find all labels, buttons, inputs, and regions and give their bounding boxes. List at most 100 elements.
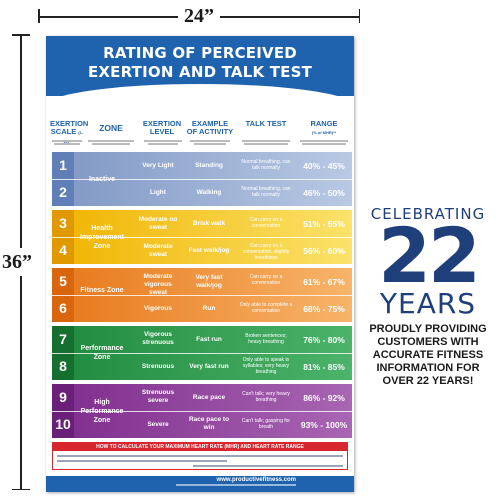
height-label: 36” [2,248,32,276]
range-3: 51% - 55% [303,219,345,229]
promo-block: CELEBRATING 22 YEARS PROUDLY PROVIDING C… [362,205,494,388]
level-1: Very Light [142,162,174,169]
col-head-talk: TALK TEST [245,119,287,128]
activity-8: Very fast run [189,363,229,370]
talk-4: Can carry on a conversation, slightly br… [242,243,290,261]
activity-4: Fast walk/jog [188,247,230,254]
poster-footer: www.productivefitness.com [46,476,354,492]
band-high-divider [52,411,352,412]
width-dimension: 24” [38,5,360,27]
range-1: 40% - 45% [303,161,345,171]
band-high-performance: 9 10 High Performance Zone Strenuous sev… [52,384,352,438]
activity-2: Walking [196,189,222,196]
talk-3: Can carry on a conversation [249,217,283,229]
level-7: Vigorous strenuous [142,331,174,346]
promo-message: PROUDLY PROVIDING CUSTOMERS WITH ACCURAT… [369,323,487,387]
promo-years: YEARS [379,287,477,320]
col-head-activity: EXAMPLE OF ACTIVITY [186,119,234,136]
range-2: 46% - 50% [303,188,345,198]
talk-1: Normal breathing, can talk normally [241,159,291,171]
hr-text-line-3 [193,465,343,467]
col-head-level: EXERTION LEVEL [142,119,182,136]
zone-performance: Performance Zone [80,345,124,361]
band-inactive: 1 2 Inactive Very Light Light Standing W… [52,152,352,206]
poster-title-line2: EXERTION AND TALK TEST [87,63,313,81]
level-4: Moderate sweat [143,243,173,258]
col-sub-scale [50,139,84,146]
level-6: Vigorous [143,305,173,312]
poster: RATING OF PERCEIVED EXERTION AND TALK TE… [46,36,354,492]
col-head-range: RANGE (% of MHR)** [296,120,352,137]
scale-10: 10 [55,416,71,432]
width-label: 24” [178,5,220,27]
range-6: 68% - 75% [303,304,345,314]
level-5: Moderate vigorous sweat [143,273,173,296]
level-2: Light [150,189,166,196]
col-sub-talk [240,139,292,146]
col-head-zone: ZONE [99,123,123,133]
range-10: 93% - 100% [300,420,348,430]
activity-9: Race pace [192,394,226,401]
band-performance-divider [52,353,352,354]
talk-7: Broken sentences; heavy breathing [245,333,287,345]
zone-inactive: Inactive [88,176,116,183]
promo-number: 22 [378,211,481,300]
scale-9: 9 [59,389,67,405]
band-health-divider [52,237,352,238]
range-9: 86% - 92% [303,393,345,403]
scale-8: 8 [59,358,67,374]
scale-1: 1 [59,157,67,173]
poster-header [46,36,354,106]
zone-high-performance: High Performance Zone [80,399,124,424]
zone-health: Health Improvement Zone [80,225,124,250]
col-head-range-note: (% of MHR)** [311,130,337,135]
hr-text-line-2 [57,460,227,462]
scale-4: 4 [59,242,67,258]
hr-calculation-box: HOW TO CALCULATE YOUR MAXIMUM HEART RATE… [52,442,348,470]
hr-title: HOW TO CALCULATE YOUR MAXIMUM HEART RATE… [53,443,347,451]
level-8: Strenuous [141,363,175,370]
height-dimension: 36” [2,34,34,490]
activity-6: Run [202,305,216,312]
activity-3: Brisk walk [192,220,226,227]
activity-10: Race pace to win [188,416,230,431]
width-tick-right [358,9,360,23]
col-sub-level [142,139,184,146]
scale-5: 5 [59,273,67,289]
level-3: Moderate no sweat [138,216,178,231]
talk-6: Only able to complete a conversation [239,302,293,314]
talk-2: Normal breathing, can talk normally [241,186,291,198]
activity-7: Fast run [196,336,222,343]
talk-5: Can carry on a conversation [249,274,283,286]
talk-8: Only able to speak in syllables; very he… [242,357,290,375]
height-tick-top [12,34,30,36]
scale-7: 7 [59,331,67,347]
col-head-range-label: RANGE [310,119,338,128]
zone-fitness: Fitness Zone [80,287,124,294]
poster-title-line1: RATING OF PERCEIVED [103,44,297,62]
range-4: 56% - 60% [303,246,345,256]
col-sub-range [298,139,350,146]
hr-text-line-1 [57,455,343,457]
width-tick-left [38,9,40,23]
footer-url: www.productivefitness.com [216,477,296,483]
scale-3: 3 [59,215,67,231]
band-fitness-divider [52,295,352,296]
range-7: 76% - 80% [303,335,345,345]
range-5: 61% - 67% [303,277,345,287]
band-inactive-divider [52,179,352,180]
col-sub-activity [188,139,232,146]
scale-2: 2 [59,184,67,200]
band-health: 3 4 Health Improvement Zone Moderate no … [52,210,352,264]
scale-6: 6 [59,300,67,316]
range-8: 81% - 85% [303,362,345,372]
level-10: Severe [147,421,169,428]
col-head-scale-label: EXERTION SCALE [50,119,89,136]
band-performance: 7 8 Performance Zone Vigorous strenuous … [52,326,352,380]
talk-10: Can't talk; gasping for breath [241,418,291,430]
activity-5: Very fast walk/jog [195,274,223,289]
promo-celebrating: CELEBRATING [370,205,486,223]
activity-1: Standing [195,162,223,169]
col-sub-zone [86,139,136,146]
level-9: Strenuous severe [141,389,175,404]
